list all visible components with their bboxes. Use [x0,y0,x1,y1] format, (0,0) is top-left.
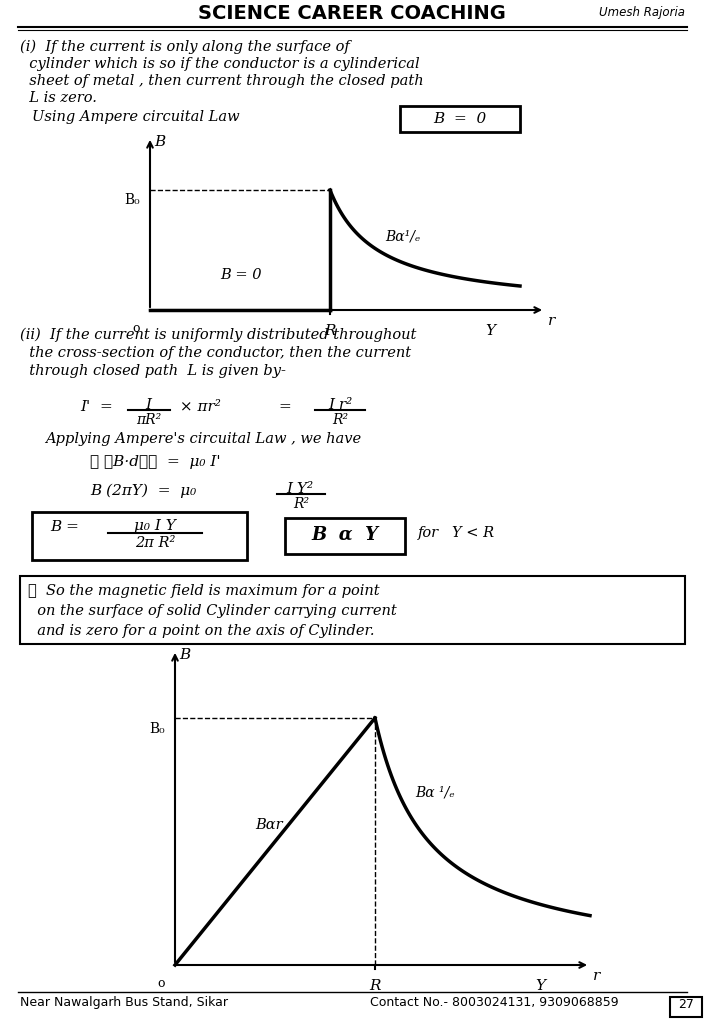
Text: Near Nawalgarh Bus Stand, Sikar: Near Nawalgarh Bus Stand, Sikar [20,996,228,1009]
Text: o: o [157,977,165,990]
Text: πR²: πR² [136,413,161,427]
Text: Y: Y [535,979,545,993]
Text: on the surface of solid Cylinder carrying current: on the surface of solid Cylinder carryin… [28,604,397,618]
Text: R: R [369,979,381,993]
Text: through closed path  L is given by-: through closed path L is given by- [20,364,286,378]
Text: I r²: I r² [328,398,352,412]
Text: r: r [593,969,600,983]
Text: 2π R²: 2π R² [135,536,175,550]
Text: r: r [548,314,556,328]
Text: for   Y < R: for Y < R [418,526,495,540]
Text: B =: B = [50,520,84,534]
Bar [670,997,702,1017]
Text: L is zero.: L is zero. [20,91,97,105]
Text: B  α  Y: B α Y [312,526,379,544]
Text: Using Ampere circuital Law: Using Ampere circuital Law [32,110,240,124]
Text: B  =  0: B = 0 [434,112,486,126]
Text: Applying Ampere's circuital Law , we have: Applying Ampere's circuital Law , we hav… [45,432,361,446]
Text: B = 0: B = 0 [220,268,262,282]
Text: ∮ ⃗B·d⃗ℓ  =  μ₀ I': ∮ ⃗B·d⃗ℓ = μ₀ I' [90,455,221,469]
Text: Umesh Rajoria: Umesh Rajoria [599,6,685,19]
Text: R: R [324,324,336,338]
Text: o: o [133,322,140,335]
Text: (i)  If the current is only along the surface of: (i) If the current is only along the sur… [20,40,350,54]
Text: sheet of metal , then current through the closed path: sheet of metal , then current through th… [20,74,424,88]
Text: Contact No.- 8003024131, 9309068859: Contact No.- 8003024131, 9309068859 [370,996,618,1009]
Text: SCIENCE CAREER COACHING: SCIENCE CAREER COACHING [198,4,506,23]
Text: R²: R² [293,497,309,511]
Text: B: B [154,135,165,150]
Text: =: = [278,400,290,414]
Text: R²: R² [332,413,348,427]
Text: Bα¹/ₑ: Bα¹/ₑ [385,230,420,244]
Text: (ii)  If the current is uniformly distributed throughout: (ii) If the current is uniformly distrib… [20,328,417,342]
Text: B₀: B₀ [124,193,140,207]
Text: and is zero for a point on the axis of Cylinder.: and is zero for a point on the axis of C… [28,624,374,638]
Text: μ₀ I Y: μ₀ I Y [134,519,176,534]
Text: × πr²: × πr² [175,400,221,414]
Text: I: I [145,398,151,412]
Text: B (2πY)  =  μ₀: B (2πY) = μ₀ [90,484,196,499]
Bar [400,106,520,132]
Bar [285,518,405,554]
Text: ★  So the magnetic field is maximum for a point: ★ So the magnetic field is maximum for a… [28,584,379,598]
Bar [32,512,247,560]
Text: Bα ¹/ₑ: Bα ¹/ₑ [415,785,455,799]
Text: Bαr: Bαr [255,818,283,831]
Text: B: B [179,648,190,662]
Text: 27: 27 [678,998,694,1011]
Text: I Y²: I Y² [286,482,314,496]
Text: I'  =: I' = [80,400,118,414]
Text: cylinder which is so if the conductor is a cylinderical: cylinder which is so if the conductor is… [20,57,419,71]
Text: B₀: B₀ [149,722,165,736]
Text: Y: Y [485,324,495,338]
Text: the cross-section of the conductor, then the current: the cross-section of the conductor, then… [20,346,411,360]
Bar [20,575,685,644]
